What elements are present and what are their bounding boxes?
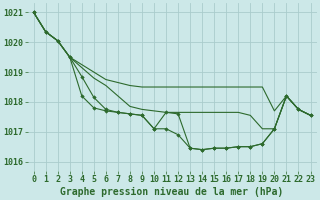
X-axis label: Graphe pression niveau de la mer (hPa): Graphe pression niveau de la mer (hPa) (60, 186, 284, 197)
